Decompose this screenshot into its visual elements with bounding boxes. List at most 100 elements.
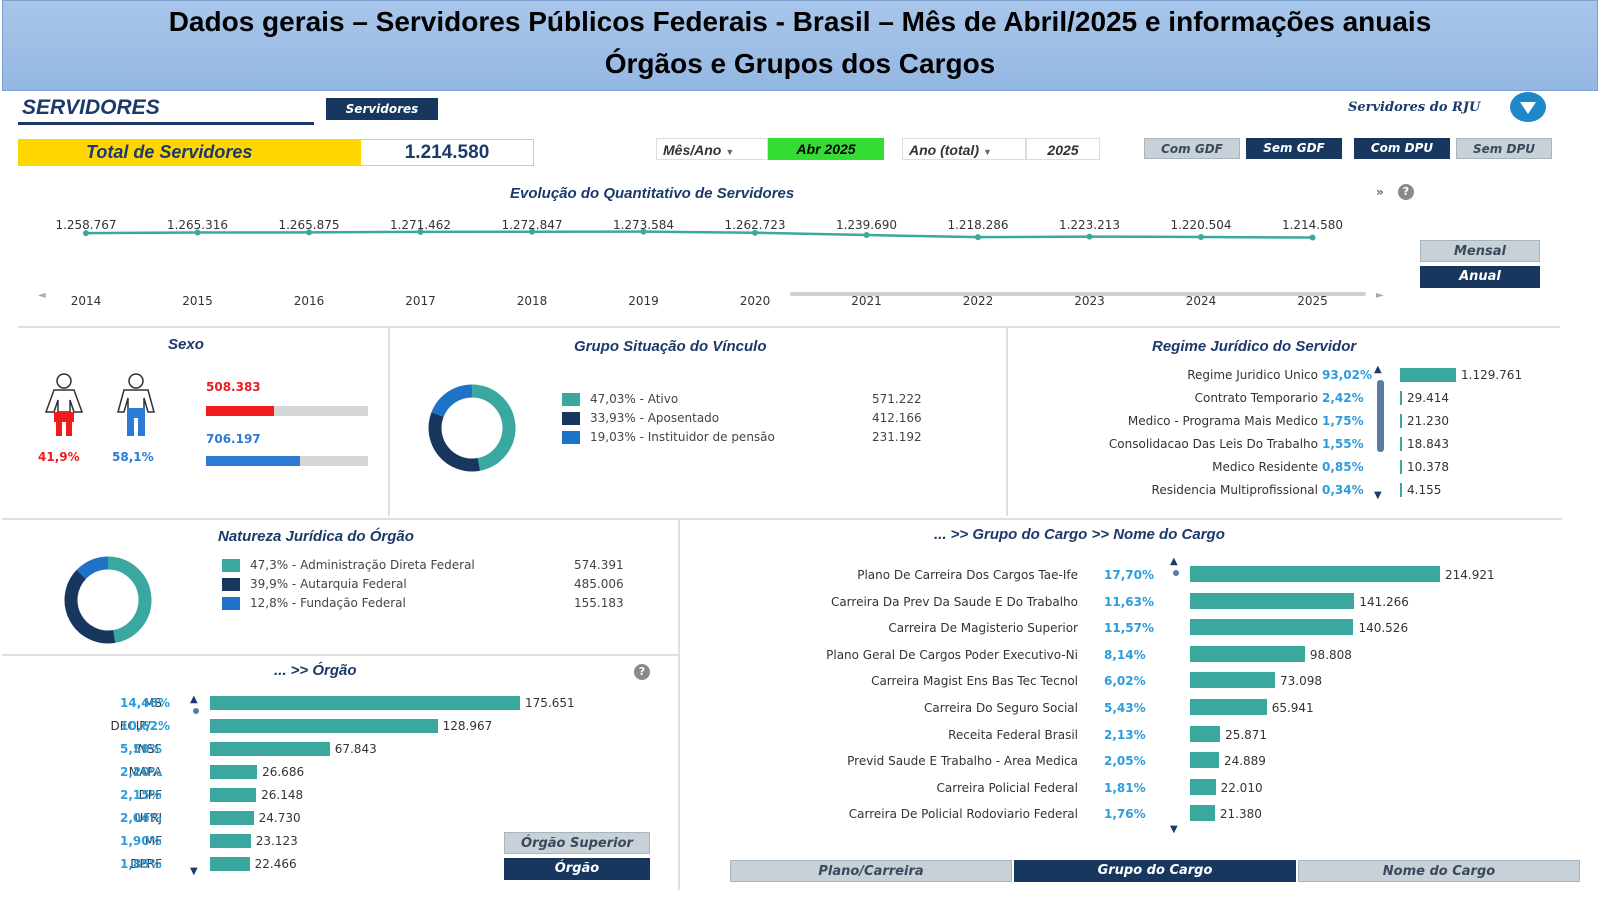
tab-plano-carreira[interactable]: Plano/Carreira <box>730 860 1012 882</box>
data-point[interactable] <box>1309 234 1316 241</box>
bar[interactable] <box>210 696 520 710</box>
data-point[interactable] <box>529 228 535 235</box>
bar[interactable] <box>1400 437 1402 451</box>
scroll-up-icon[interactable]: ▲ <box>1170 556 1178 567</box>
donut-slice[interactable] <box>76 556 109 580</box>
donut-slice[interactable] <box>431 384 473 418</box>
legend-row[interactable]: 33,93% - Aposentado <box>562 411 719 425</box>
scroll-up-icon[interactable]: ▲ <box>190 694 198 705</box>
orgao-title: ... >> Órgão <box>274 662 357 679</box>
donut-slice[interactable] <box>64 569 116 644</box>
row-value: 25.871 <box>1225 727 1268 742</box>
legend-swatch <box>562 431 580 444</box>
mes-ano-dropdown[interactable]: Mês/Ano ▼ <box>656 138 768 160</box>
data-point[interactable] <box>194 229 201 236</box>
expand-icon[interactable]: » <box>1376 185 1384 199</box>
row-label: UFRJ <box>134 811 162 825</box>
data-point[interactable] <box>1198 233 1204 240</box>
row-value: 98.808 <box>1309 647 1352 662</box>
orgao-button[interactable]: Órgão <box>504 858 650 880</box>
bar[interactable] <box>1400 368 1456 382</box>
bar[interactable] <box>210 788 257 802</box>
donut-slice[interactable] <box>471 384 516 471</box>
row-label: INSS <box>134 742 162 756</box>
row-pct: 1,55% <box>1322 437 1364 451</box>
legend-label: 33,93% - Aposentado <box>590 411 720 425</box>
ano-total-dropdown[interactable]: Ano (total) ▼ <box>902 138 1026 160</box>
orgao-superior-button[interactable]: Órgão Superior <box>504 832 650 854</box>
legend-row[interactable]: 19,03% - Instituidor de pensão <box>562 430 775 444</box>
bar[interactable] <box>1400 391 1402 405</box>
bar[interactable] <box>1190 699 1267 715</box>
row-label: DPF <box>138 788 162 802</box>
com-gdf-button[interactable]: Com GDF <box>1144 138 1240 159</box>
anual-toggle[interactable]: Anual <box>1420 266 1540 288</box>
legend-row[interactable]: 47,3% - Administração Direta Federal <box>222 558 475 572</box>
legend-row[interactable]: 47,03% - Ativo <box>562 392 678 406</box>
bar[interactable] <box>210 742 330 756</box>
vertical-scrollbar[interactable] <box>193 708 199 714</box>
vertical-scrollbar[interactable] <box>1377 380 1384 452</box>
data-point[interactable] <box>752 229 758 236</box>
horizontal-scrollbar[interactable] <box>790 292 1366 296</box>
data-point[interactable] <box>417 228 424 235</box>
bar[interactable] <box>1190 645 1305 662</box>
scroll-down-icon[interactable]: ▼ <box>190 866 198 877</box>
bar[interactable] <box>210 834 251 848</box>
bar[interactable] <box>210 765 258 779</box>
bar[interactable] <box>1400 483 1402 497</box>
data-point[interactable] <box>1086 233 1093 240</box>
bar[interactable] <box>1190 805 1215 822</box>
row-pct: 93,02% <box>1322 368 1372 382</box>
filter-icon[interactable] <box>1510 92 1546 122</box>
bar[interactable] <box>1190 725 1221 742</box>
bar[interactable] <box>1190 592 1355 609</box>
row-value: 23.123 <box>255 834 298 848</box>
data-point[interactable] <box>640 228 647 235</box>
help-icon[interactable]: ? <box>1398 184 1414 200</box>
scroll-down-icon[interactable]: ▼ <box>1374 490 1382 501</box>
bar[interactable] <box>210 719 438 733</box>
data-point[interactable] <box>83 230 89 237</box>
bar[interactable] <box>1190 778 1216 795</box>
row-value: 175.651 <box>525 696 575 710</box>
bar[interactable] <box>210 811 254 825</box>
com-dpu-button[interactable]: Com DPU <box>1354 138 1450 159</box>
help-icon[interactable]: ? <box>634 664 650 680</box>
ano-total-value[interactable]: 2025 <box>1026 138 1100 160</box>
legend-swatch <box>222 597 240 610</box>
sem-gdf-button[interactable]: Sem GDF <box>1246 138 1342 159</box>
bar[interactable] <box>1190 566 1440 582</box>
data-point[interactable] <box>975 234 981 241</box>
bar[interactable] <box>1190 672 1276 689</box>
data-point[interactable] <box>306 229 312 236</box>
divider <box>678 520 680 890</box>
scroll-right-icon[interactable]: ► <box>1376 290 1384 301</box>
bar[interactable] <box>1400 460 1402 474</box>
bar[interactable] <box>1190 752 1219 769</box>
scroll-down-icon[interactable]: ▼ <box>1170 824 1178 835</box>
bar[interactable] <box>1190 619 1354 636</box>
mensal-toggle[interactable]: Mensal <box>1420 240 1540 262</box>
male-bar-track <box>206 456 368 466</box>
data-point[interactable] <box>863 232 870 239</box>
row-label: MF <box>144 834 162 848</box>
donut-slice[interactable] <box>107 556 152 643</box>
tab-nome-do-cargo[interactable]: Nome do Cargo <box>1298 860 1580 882</box>
tab-grupo-do-cargo[interactable]: Grupo do Cargo <box>1014 860 1296 882</box>
page-title: Dados gerais – Servidores Públicos Feder… <box>168 6 1432 37</box>
donut-slice[interactable] <box>428 412 481 472</box>
legend-row[interactable]: 39,9% - Autarquia Federal <box>222 577 407 591</box>
mes-ano-value[interactable]: Abr 2025 <box>768 138 884 160</box>
vertical-scrollbar[interactable] <box>1173 570 1179 576</box>
servidores-button[interactable]: Servidores <box>326 98 438 120</box>
bar[interactable] <box>1400 414 1402 428</box>
row-pct: 8,14% <box>1104 647 1146 662</box>
bar[interactable] <box>210 857 250 871</box>
row-value: 1.129.761 <box>1461 368 1523 382</box>
row-label: Carreira De Magisterio Superior <box>888 621 1078 636</box>
legend-row[interactable]: 12,8% - Fundação Federal <box>222 596 406 610</box>
scroll-up-icon[interactable]: ▲ <box>1374 364 1382 375</box>
sem-dpu-button[interactable]: Sem DPU <box>1456 138 1552 159</box>
scroll-left-icon[interactable]: ◄ <box>38 290 46 301</box>
